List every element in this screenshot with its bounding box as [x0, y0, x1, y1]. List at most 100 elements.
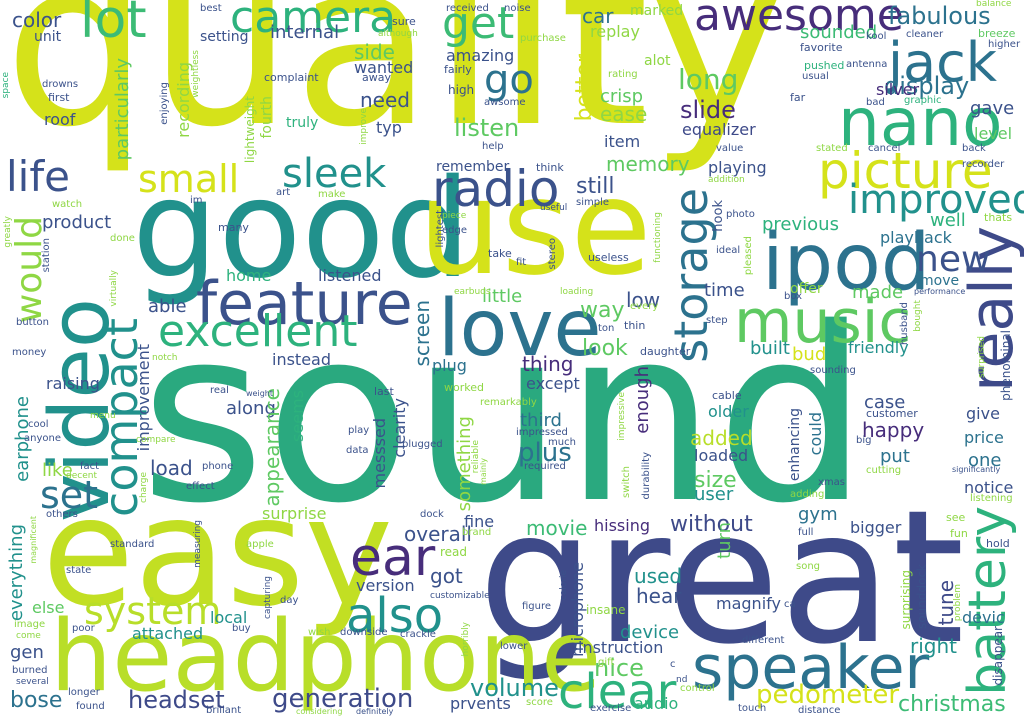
word-appearance: appearance	[260, 388, 284, 507]
word-size: size	[694, 468, 737, 493]
word-cancel: cancel	[868, 143, 901, 154]
word-everything: everything	[6, 524, 27, 622]
word-menu: menu	[90, 411, 116, 421]
word-bought: bought	[913, 300, 923, 332]
word-color: color	[12, 8, 62, 32]
word-right: right	[910, 634, 957, 658]
word-ton: ton	[598, 323, 615, 334]
word-functioning: functioning	[653, 212, 663, 263]
word-xmas: xmas	[818, 477, 845, 488]
word-thing: thing	[522, 352, 574, 376]
word-apple: apple	[246, 539, 274, 550]
word-replay: replay	[590, 22, 640, 41]
word-cable: cable	[712, 389, 742, 402]
word-recorder: recorder	[962, 159, 1005, 170]
word-pleased: pleased	[743, 236, 754, 276]
word-loaded: loaded	[694, 446, 749, 465]
word-friendly: friendly	[848, 338, 909, 357]
word-done: done	[110, 233, 135, 244]
word-music: music	[734, 287, 912, 357]
word-longer: longer	[68, 687, 100, 698]
word-many: many	[218, 221, 249, 234]
word-generation: generation	[272, 684, 414, 714]
word-play: play	[348, 425, 370, 436]
word-lower: lower	[500, 641, 528, 652]
word-display: display	[884, 72, 970, 100]
word-song: song	[796, 561, 821, 572]
word-overall: overall	[404, 522, 472, 546]
word-plugged: plugged	[402, 439, 443, 450]
word-nice: nice	[594, 654, 644, 682]
word-instruction: instruction	[578, 638, 664, 657]
word-far: far	[790, 91, 806, 104]
word-could: could	[806, 412, 825, 456]
word-wanted: wanted	[354, 58, 414, 77]
word-internal: internal	[270, 22, 340, 43]
word-husband: husband	[899, 302, 910, 346]
word-feature: feature	[196, 269, 413, 339]
word-except: except	[526, 374, 580, 393]
word-device: device	[620, 622, 680, 643]
word-step: step	[706, 315, 728, 326]
word-cool: cool	[28, 419, 49, 430]
word-every: every	[630, 301, 659, 312]
word-required: required	[524, 461, 566, 472]
word-system: system	[84, 589, 222, 633]
word-slide: slide	[680, 96, 736, 124]
word-magnificent: magnificent	[29, 516, 38, 564]
word-go: go	[484, 57, 534, 103]
word-sleek: sleek	[282, 151, 387, 197]
word-put: put	[880, 446, 910, 467]
word-im: im	[190, 195, 203, 206]
word-others: others	[46, 509, 78, 520]
word-made: made	[852, 282, 904, 303]
word-attached: attached	[132, 624, 204, 643]
word-lightweight: lightweight	[243, 96, 257, 164]
word-greatly: greatly	[3, 216, 13, 248]
word-level: level	[974, 124, 1013, 143]
word-several: several	[16, 677, 49, 687]
word-sounddock: sounddock	[915, 564, 929, 629]
word-load: load	[150, 456, 193, 480]
word-fact: fact	[80, 461, 100, 472]
word-quality: quality	[4, 0, 784, 177]
word-disappear: disappear	[991, 626, 1005, 686]
word-screen: screen	[410, 300, 434, 367]
word-able: able	[148, 296, 187, 317]
word-excellent: excellent	[158, 306, 358, 357]
word-bud: bud	[792, 344, 827, 365]
word-fourth: fourth	[259, 96, 275, 139]
word-although: although	[378, 29, 418, 39]
word-gym: gym	[798, 504, 838, 525]
word-weightless: weightless	[191, 50, 201, 98]
word-prvents: prvents	[450, 694, 511, 713]
word-life: life	[6, 152, 70, 201]
word-bigger: bigger	[850, 518, 902, 537]
word-amazing: amazing	[446, 46, 515, 65]
word-audio: audio	[634, 694, 679, 713]
word-score: score	[526, 697, 553, 708]
word-notice: notice	[964, 478, 1014, 497]
word-received: received	[446, 3, 489, 14]
word-performance: performance	[914, 287, 966, 296]
word-typ: typ	[376, 118, 402, 137]
word-price: price	[964, 428, 1004, 447]
word-thin: thin	[624, 319, 646, 332]
word-effect: effect	[186, 481, 215, 492]
word-horribly: horribly	[461, 622, 471, 657]
word-offer: offer	[790, 281, 823, 297]
word-fit: fit	[516, 257, 527, 268]
word-setting: setting	[200, 29, 249, 45]
word-much: much	[548, 437, 576, 448]
word-give: give	[966, 404, 1000, 423]
word-take: take	[488, 247, 512, 260]
word-stereo: stereo	[547, 238, 558, 270]
word-simple: simple	[576, 197, 610, 208]
word-space: space	[1, 72, 11, 99]
word-graphic: graphic	[904, 95, 942, 106]
word-touch: touch	[738, 703, 767, 714]
word-fabulous: fabulous	[888, 2, 991, 30]
word-raising: raising	[46, 374, 100, 393]
word-nano: nano	[838, 84, 1003, 161]
word-move: move	[920, 273, 960, 289]
